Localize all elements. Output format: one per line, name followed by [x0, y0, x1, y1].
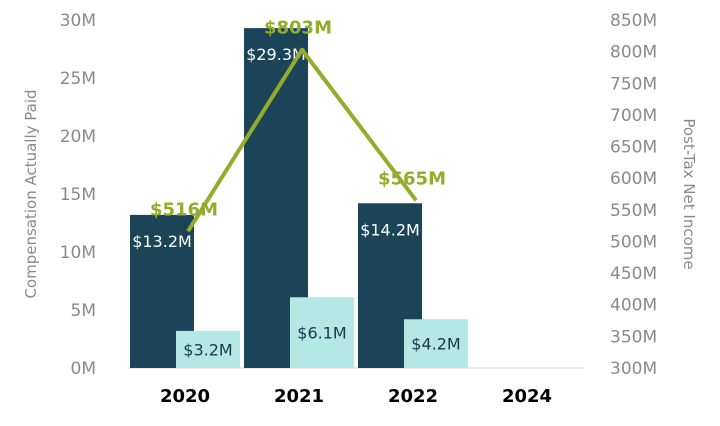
bar-series2-label: $3.2M — [183, 340, 232, 359]
net-income-label: $803M — [264, 18, 332, 39]
bar-series2-label: $4.2M — [411, 335, 460, 354]
bar-series2-label: $6.1M — [297, 324, 346, 343]
right-tick-label: 500M — [610, 232, 657, 252]
right-tick-label: 300M — [610, 359, 657, 379]
left-tick-label: 0M — [71, 359, 96, 379]
left-tick-label: 5M — [71, 301, 96, 321]
category-labels: 2020 2021 2022 2024 — [160, 386, 552, 407]
bar-series1-label: $14.2M — [360, 220, 420, 239]
right-tick-label: 800M — [610, 43, 657, 63]
net-income-line — [186, 47, 418, 233]
category-label: 2020 — [160, 386, 210, 407]
net-income-label: $565M — [378, 168, 446, 189]
net-income-line-group: $516M $803M $565M — [150, 18, 446, 233]
right-tick-label: 600M — [610, 169, 657, 189]
bar-series1-label: $13.2M — [132, 232, 192, 251]
right-tick-label: 850M — [610, 11, 657, 31]
right-tick-label: 350M — [610, 327, 657, 347]
bar-series2 — [404, 319, 468, 368]
bar-series1-label: $29.3M — [246, 45, 306, 64]
right-tick-label: 650M — [610, 138, 657, 158]
right-tick-label: 450M — [610, 264, 657, 284]
bar-series2 — [290, 297, 354, 368]
left-tick-label: 10M — [60, 243, 96, 263]
right-tick-label: 550M — [610, 201, 657, 221]
right-axis-ticks: 300M 350M 400M 450M 500M 550M 600M 650M 700M 750M… — [610, 11, 657, 379]
category-label: 2024 — [502, 386, 552, 407]
right-tick-label: 400M — [610, 296, 657, 316]
left-tick-label: 15M — [60, 185, 96, 205]
category-label: 2021 — [274, 386, 324, 407]
bar-series2 — [176, 330, 240, 368]
left-tick-label: 30M — [60, 11, 96, 31]
left-axis-title: Compensation Actually Paid — [22, 89, 40, 298]
left-axis-ticks: 0M 5M 10M 15M 20M 25M 30M — [60, 11, 96, 379]
category-label: 2022 — [388, 386, 438, 407]
bars-group: $13.2M $3.2M $29.3M $6.1M $14.2M $4.2M — [130, 28, 468, 369]
net-income-label: $516M — [150, 199, 218, 220]
left-tick-label: 20M — [60, 127, 96, 147]
left-tick-label: 25M — [60, 69, 96, 89]
right-axis-title: Post-Tax Net Income — [680, 118, 698, 269]
right-tick-label: 750M — [610, 74, 657, 94]
right-tick-label: 700M — [610, 106, 657, 126]
